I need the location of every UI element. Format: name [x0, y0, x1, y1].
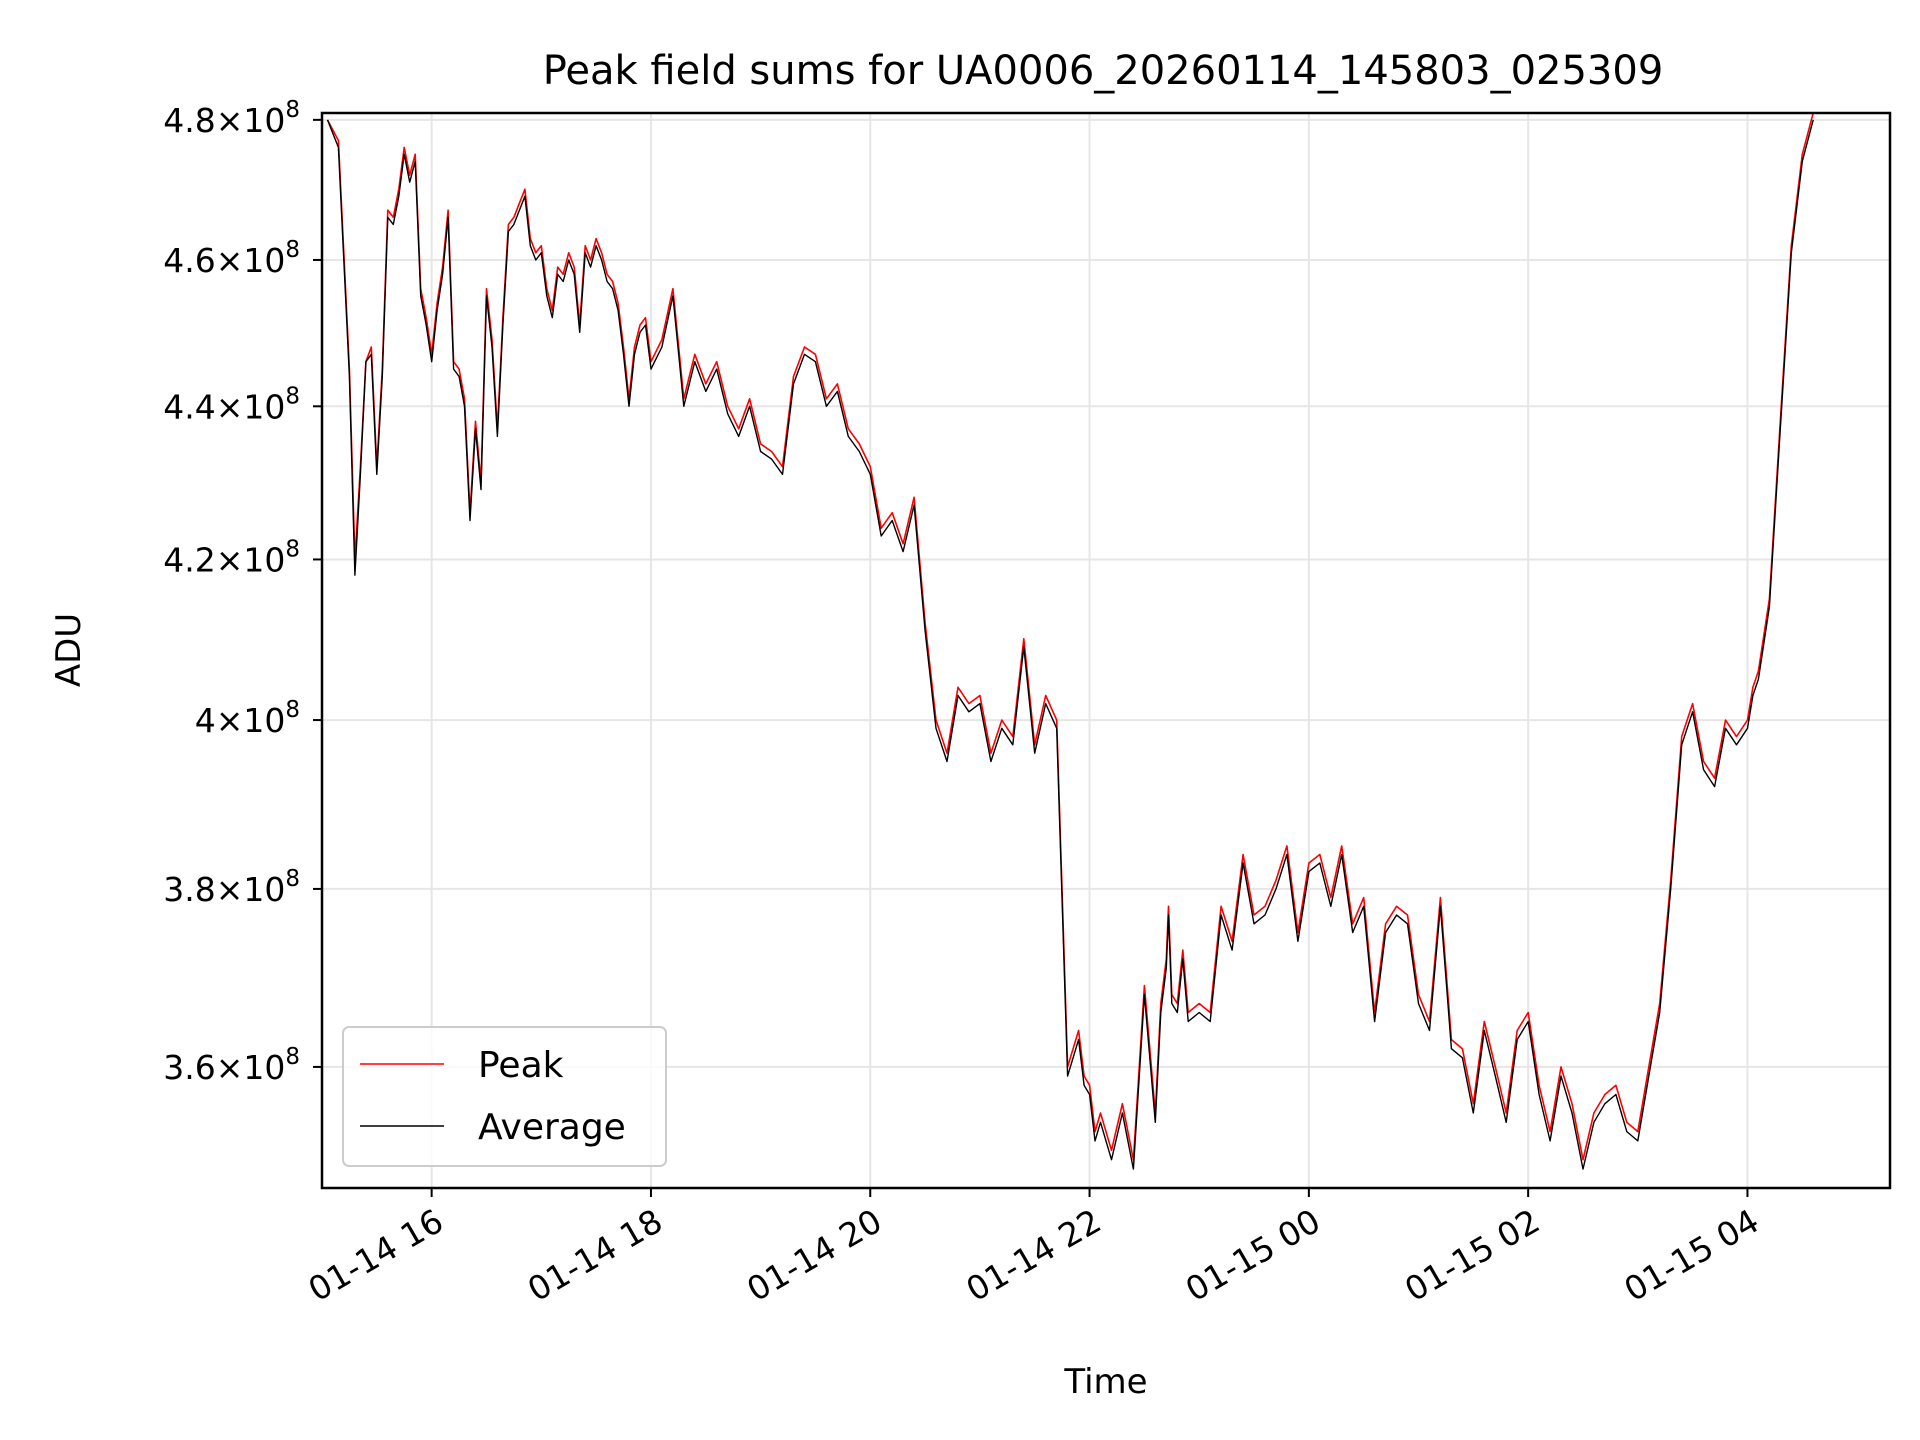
y-tick-label: 4.4×108	[163, 383, 300, 426]
legend-average-label: Average	[478, 1107, 626, 1148]
x-tick-label: 01-14 16	[302, 1201, 450, 1309]
y-tick-label: 4.8×108	[163, 97, 300, 140]
legend-box	[342, 1026, 667, 1167]
x-tick-label: 01-14 22	[960, 1201, 1108, 1309]
y-tick-exponent: 8	[285, 866, 300, 892]
y-tick-base: 10	[243, 701, 285, 740]
y-tick-mantissa: 4.6	[163, 241, 215, 280]
peak-series-line	[326, 112, 1814, 1161]
y-tick-mantissa: 4.2	[163, 540, 215, 579]
average-series-line	[326, 119, 1814, 1170]
y-tick-base: 10	[243, 870, 285, 909]
y-tick-exponent: 8	[285, 1044, 300, 1070]
chart-title: Peak field sums for UA0006_20260114_1458…	[543, 48, 1664, 94]
y-tick-mantissa: 4.4	[163, 387, 215, 426]
y-tick-mantissa: 3.8	[163, 870, 215, 909]
y-tick-label: 4.2×108	[163, 536, 300, 579]
x-axis: 01-14 16 01-14 18 01-14 20 01-14 22 01-15 00…	[302, 1188, 1765, 1309]
x-tick-label: 01-15 00	[1179, 1201, 1327, 1309]
y-tick-exponent: 8	[285, 536, 300, 562]
y-tick-mantissa: 4.8	[163, 101, 215, 140]
plot-series	[326, 112, 1814, 1170]
x-tick-label: 01-14 20	[740, 1201, 888, 1309]
y-tick-times: ×	[216, 1048, 244, 1087]
y-tick-times: ×	[216, 701, 244, 740]
y-tick-mantissa: 3.6	[163, 1048, 215, 1087]
y-tick-times: ×	[216, 101, 244, 140]
y-tick-label: 4×108	[195, 697, 300, 740]
grid-lines	[322, 113, 1890, 1188]
y-tick-base: 10	[243, 540, 285, 579]
y-tick-label: 4.6×108	[163, 237, 300, 280]
y-tick-exponent: 8	[285, 383, 300, 409]
y-tick-mantissa: 4	[195, 701, 216, 740]
x-tick-label: 01-14 18	[521, 1201, 669, 1309]
y-tick-exponent: 8	[285, 97, 300, 123]
y-tick-exponent: 8	[285, 237, 300, 263]
y-tick-times: ×	[216, 870, 244, 909]
y-tick-label: 3.8×108	[163, 866, 300, 909]
y-tick-times: ×	[216, 540, 244, 579]
y-tick-times: ×	[216, 241, 244, 280]
y-axis: 3.6×1083.8×1084×1084.2×1084.4×1084.6×108…	[163, 97, 322, 1087]
y-tick-label: 3.6×108	[163, 1044, 300, 1087]
y-tick-base: 10	[243, 387, 285, 426]
legend: Peak Average	[342, 1026, 667, 1167]
legend-peak-label: Peak	[478, 1045, 564, 1086]
y-tick-base: 10	[243, 241, 285, 280]
y-tick-exponent: 8	[285, 697, 300, 723]
y-tick-times: ×	[216, 387, 244, 426]
x-axis-label: Time	[1063, 1362, 1147, 1402]
y-tick-base: 10	[243, 101, 285, 140]
y-tick-base: 10	[243, 1048, 285, 1087]
x-tick-label: 01-15 02	[1398, 1201, 1546, 1309]
plot-frame	[320, 111, 1892, 1190]
x-tick-label: 01-15 04	[1617, 1201, 1765, 1309]
y-axis-label: ADU	[49, 613, 89, 687]
